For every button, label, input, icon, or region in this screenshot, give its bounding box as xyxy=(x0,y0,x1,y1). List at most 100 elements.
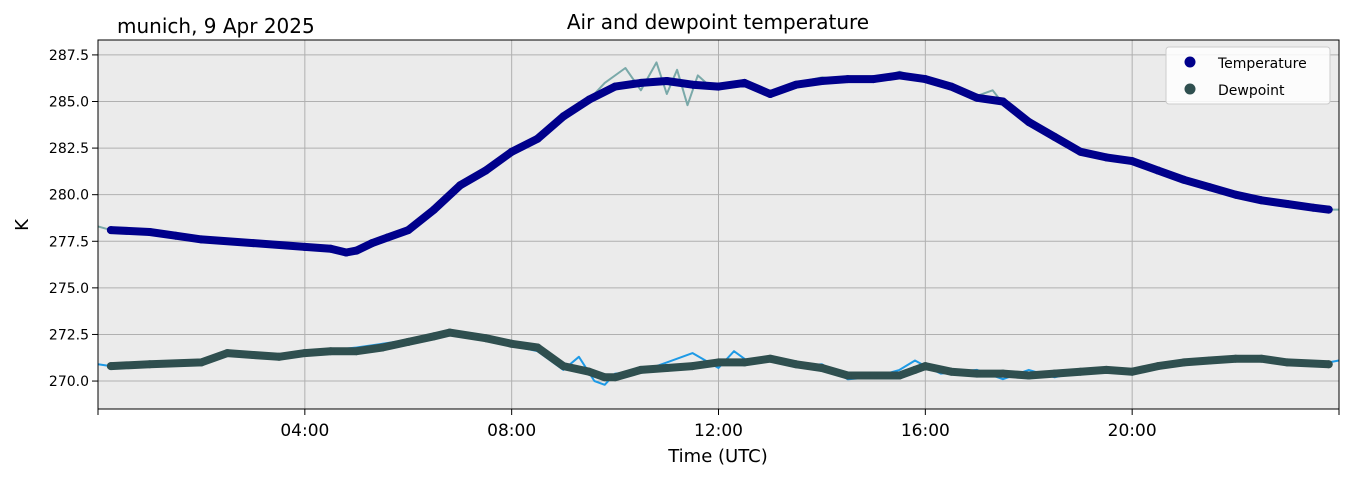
point-temperature xyxy=(688,80,697,89)
y-tick-label: 280.0 xyxy=(49,188,89,204)
point-temperature xyxy=(1179,175,1188,184)
point-temperature xyxy=(559,112,568,121)
point-temperature xyxy=(326,244,335,253)
point-temperature xyxy=(895,71,904,80)
point-temperature xyxy=(662,77,671,85)
point-temperature xyxy=(300,242,309,251)
point-dewpoint xyxy=(559,362,568,371)
point-dewpoint xyxy=(688,362,697,371)
point-dewpoint xyxy=(507,339,516,348)
point-temperature xyxy=(585,95,594,104)
chart-annotation: munich, 9 Apr 2025 xyxy=(117,14,315,38)
point-temperature xyxy=(714,82,723,91)
point-dewpoint xyxy=(533,343,542,352)
point-dewpoint xyxy=(1128,367,1137,376)
y-tick-label: 275.0 xyxy=(49,281,89,297)
legend-label-dewpoint: Dewpoint xyxy=(1218,83,1285,99)
x-tick-label: 20:00 xyxy=(1108,421,1157,441)
point-temperature xyxy=(1024,118,1033,126)
y-tick-label: 277.5 xyxy=(49,234,89,250)
point-temperature xyxy=(1050,132,1059,141)
legend-marker-temperature xyxy=(1184,56,1196,68)
point-dewpoint xyxy=(740,358,749,367)
point-temperature xyxy=(342,248,351,257)
point-dewpoint xyxy=(766,354,775,363)
point-dewpoint xyxy=(998,369,1007,378)
point-dewpoint xyxy=(843,371,852,380)
point-temperature xyxy=(171,231,180,240)
point-temperature xyxy=(1102,153,1111,162)
point-temperature xyxy=(973,93,981,102)
point-temperature xyxy=(352,246,361,255)
point-temperature xyxy=(1076,147,1085,156)
chart-title: Air and dewpoint temperature xyxy=(567,10,869,34)
point-temperature xyxy=(197,235,206,244)
point-dewpoint xyxy=(378,343,387,352)
x-tick-label: 16:00 xyxy=(901,421,950,441)
point-temperature xyxy=(533,134,542,143)
point-temperature xyxy=(383,233,392,242)
point-temperature xyxy=(404,226,413,235)
point-temperature xyxy=(106,226,115,235)
point-temperature xyxy=(766,90,775,98)
point-temperature xyxy=(1324,205,1333,214)
point-dewpoint xyxy=(1050,369,1059,378)
point-dewpoint xyxy=(145,360,154,369)
point-dewpoint xyxy=(352,347,361,356)
y-tick-label: 282.5 xyxy=(49,141,89,157)
point-dewpoint xyxy=(585,367,594,376)
y-tick-label: 287.5 xyxy=(49,48,89,64)
point-dewpoint xyxy=(445,328,454,337)
y-tick-label: 272.5 xyxy=(49,327,89,343)
point-dewpoint xyxy=(1179,358,1188,367)
point-dewpoint xyxy=(895,371,904,380)
x-tick-label: 04:00 xyxy=(280,421,329,441)
point-dewpoint xyxy=(662,364,671,372)
point-dewpoint xyxy=(921,362,930,371)
x-tick-label: 08:00 xyxy=(487,421,536,441)
y-tick-label: 270.0 xyxy=(49,374,89,390)
y-tick-label: 285.0 xyxy=(49,95,89,111)
point-temperature xyxy=(1231,190,1240,199)
point-temperature xyxy=(481,166,490,175)
point-dewpoint xyxy=(600,373,609,382)
point-temperature xyxy=(998,97,1007,106)
point-temperature xyxy=(1128,157,1137,166)
point-temperature xyxy=(869,75,878,84)
point-dewpoint xyxy=(792,360,801,369)
legend-marker-dewpoint xyxy=(1184,83,1196,95)
x-tick-label: 12:00 xyxy=(694,421,743,441)
x-axis-label: Time (UTC) xyxy=(667,446,768,467)
point-dewpoint xyxy=(1024,371,1033,380)
legend-box xyxy=(1165,46,1331,105)
point-dewpoint xyxy=(1076,367,1085,376)
point-dewpoint xyxy=(947,367,956,376)
point-temperature xyxy=(611,82,620,91)
point-dewpoint xyxy=(1102,365,1111,374)
point-dewpoint xyxy=(1231,354,1240,363)
axis-layer: 04:00 08:00 12:00 16:00 20:00 270.0 272.5 275.0… xyxy=(49,48,1340,441)
point-dewpoint xyxy=(911,365,919,374)
y-axis-label: K xyxy=(12,218,33,231)
point-dewpoint xyxy=(404,337,413,346)
point-temperature xyxy=(1257,196,1266,205)
point-temperature xyxy=(817,77,826,85)
point-dewpoint xyxy=(223,349,232,358)
point-dewpoint xyxy=(1205,356,1214,365)
point-dewpoint xyxy=(197,358,206,367)
point-dewpoint xyxy=(326,347,335,356)
point-dewpoint xyxy=(973,369,981,378)
point-dewpoint xyxy=(275,352,283,361)
grid-layer xyxy=(98,40,1339,409)
point-dewpoint xyxy=(817,364,826,372)
point-temperature xyxy=(1283,200,1292,208)
point-temperature xyxy=(740,78,749,87)
point-dewpoint xyxy=(714,358,723,367)
point-temperature xyxy=(636,78,645,87)
point-temperature xyxy=(249,239,258,248)
point-temperature xyxy=(843,75,852,84)
point-temperature xyxy=(456,181,464,190)
legend: Temperature Dewpoint xyxy=(1165,46,1331,105)
